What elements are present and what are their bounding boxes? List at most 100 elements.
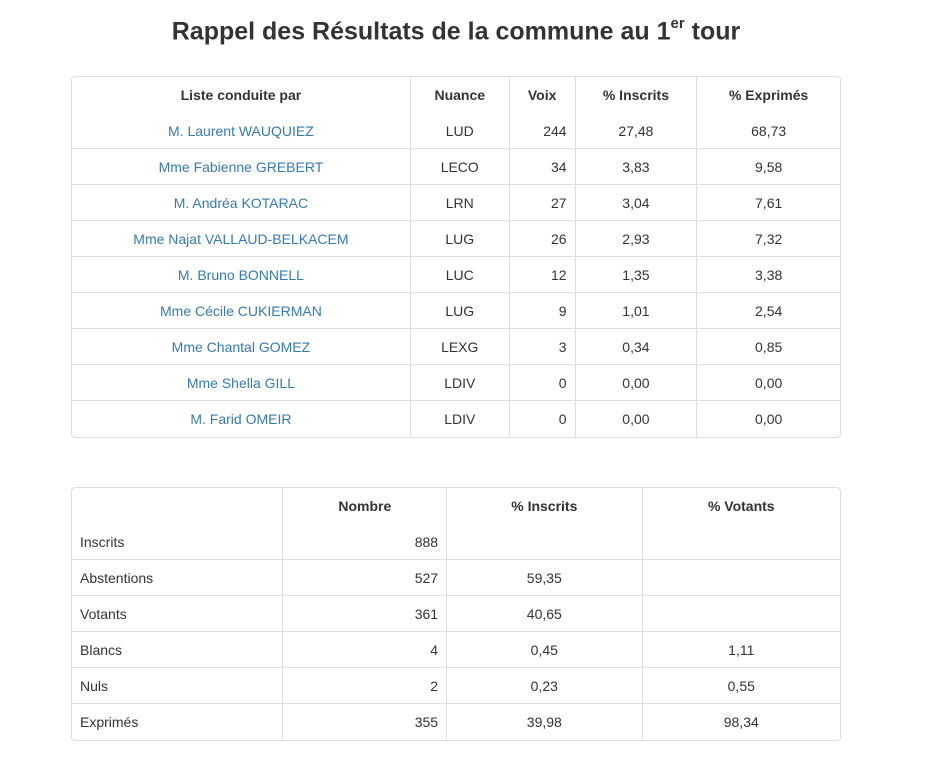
stat-label: Blancs bbox=[72, 632, 284, 668]
table-row: Exprimés 355 39,98 98,34 bbox=[72, 704, 840, 740]
stat-label: Abstentions bbox=[72, 560, 284, 596]
header-liste: Liste conduite par bbox=[72, 77, 411, 113]
table-row: Votants 361 40,65 bbox=[72, 596, 840, 632]
pct-exprimes-cell: 9,58 bbox=[697, 149, 840, 185]
page-title: Rappel des Résultats de la commune au 1e… bbox=[0, 15, 912, 46]
candidate-name: M. Andréa KOTARAC bbox=[72, 185, 411, 221]
voix-cell: 244 bbox=[509, 113, 576, 149]
page-title-text: Rappel des Résultats de la commune au 1 bbox=[171, 17, 671, 46]
pct-votants-cell: 0,55 bbox=[642, 668, 840, 704]
candidate-name: Mme Najat VALLAUD-BELKACEM bbox=[72, 221, 411, 257]
pct-inscrits-cell: 40,65 bbox=[447, 596, 643, 632]
results-header-row: Liste conduite par Nuance Voix % Inscrit… bbox=[72, 77, 840, 113]
nombre-cell: 2 bbox=[283, 668, 448, 704]
nuance-cell: LUG bbox=[410, 293, 510, 329]
nuance-cell: LUG bbox=[410, 221, 510, 257]
pct-inscrits-cell: 1,35 bbox=[575, 257, 698, 293]
header-pct-exprimes: % Exprimés bbox=[728, 87, 809, 103]
nombre-cell: 527 bbox=[283, 560, 448, 596]
header-pct-inscrits: % Inscrits bbox=[447, 488, 643, 524]
table-row: Nuls 2 0,23 0,55 bbox=[72, 668, 840, 704]
pct-inscrits-cell: 1,01 bbox=[575, 293, 698, 329]
pct-inscrits-cell: 3,04 bbox=[575, 185, 698, 221]
table-row: Mme Chantal GOMEZ LEXG 3 0,34 0,85 bbox=[72, 329, 840, 365]
table-row: Mme Fabienne GREBERT LECO 34 3,83 9,58 bbox=[72, 149, 840, 185]
pct-inscrits-cell: 27,48 bbox=[575, 113, 698, 149]
nuance-cell: LUC bbox=[410, 257, 510, 293]
voix-cell: 27 bbox=[509, 185, 576, 221]
pct-exprimes-cell: 2,54 bbox=[697, 293, 840, 329]
header-pct-inscrits: % Inscrits bbox=[576, 77, 698, 113]
pct-inscrits-cell: 0,45 bbox=[447, 632, 643, 668]
candidate-name: M. Farid OMEIR bbox=[72, 401, 411, 437]
voix-cell: 12 bbox=[509, 257, 576, 293]
table-row: M. Farid OMEIR LDIV 0 0,00 0,00 bbox=[72, 401, 840, 437]
header-nuance: Nuance bbox=[411, 77, 510, 113]
voix-cell: 9 bbox=[509, 293, 576, 329]
pct-exprimes-cell: 0,85 bbox=[697, 329, 840, 365]
stats-table: Nombre % Inscrits % Votants Inscrits 888… bbox=[71, 487, 841, 741]
pct-inscrits-cell: 0,00 bbox=[576, 401, 698, 437]
pct-inscrits-cell: 59,35 bbox=[447, 560, 643, 596]
nuance-cell: LECO bbox=[410, 149, 510, 185]
candidate-name: Mme Cécile CUKIERMAN bbox=[72, 293, 411, 329]
candidate-name: M. Laurent WAUQUIEZ bbox=[72, 113, 411, 149]
pct-votants-cell bbox=[642, 524, 840, 560]
pct-exprimes-cell: 7,61 bbox=[697, 185, 840, 221]
table-row: Mme Shella GILL LDIV 0 0,00 0,00 bbox=[72, 365, 840, 401]
candidate-name: Mme Chantal GOMEZ bbox=[72, 329, 411, 365]
table-row: Blancs 4 0,45 1,11 bbox=[72, 632, 840, 668]
voix-cell: 0 bbox=[509, 365, 576, 401]
pct-votants-cell: 98,34 bbox=[723, 714, 759, 730]
nombre-cell: 355 bbox=[283, 704, 448, 740]
pct-inscrits-cell: 0,23 bbox=[447, 668, 643, 704]
page-title-superscript: er bbox=[670, 15, 685, 32]
results-table: Liste conduite par Nuance Voix % Inscrit… bbox=[71, 76, 841, 438]
stats-header-row: Nombre % Inscrits % Votants bbox=[72, 488, 840, 524]
nuance-cell: LRN bbox=[410, 185, 510, 221]
pct-exprimes-cell: 0,00 bbox=[697, 365, 840, 401]
voix-cell: 0 bbox=[510, 401, 576, 437]
table-row: Mme Najat VALLAUD-BELKACEM LUG 26 2,93 7… bbox=[72, 221, 840, 257]
nombre-cell: 4 bbox=[283, 632, 448, 668]
pct-exprimes-cell: 7,32 bbox=[697, 221, 840, 257]
pct-votants-cell: 1,11 bbox=[642, 632, 840, 668]
table-row: Mme Cécile CUKIERMAN LUG 9 1,01 2,54 bbox=[72, 293, 840, 329]
table-row: M. Bruno BONNELL LUC 12 1,35 3,38 bbox=[72, 257, 840, 293]
header-nombre: Nombre bbox=[283, 488, 448, 524]
header-empty bbox=[72, 488, 284, 524]
pct-votants-cell bbox=[642, 596, 840, 632]
voix-cell: 3 bbox=[509, 329, 576, 365]
table-row: M. Andréa KOTARAC LRN 27 3,04 7,61 bbox=[72, 185, 840, 221]
pct-exprimes-cell: 0,00 bbox=[755, 411, 783, 427]
pct-inscrits-cell: 0,00 bbox=[575, 365, 698, 401]
pct-inscrits-cell: 0,34 bbox=[575, 329, 698, 365]
page-title-tail: tour bbox=[684, 17, 741, 46]
pct-inscrits-cell: 39,98 bbox=[447, 704, 643, 740]
candidate-name: M. Bruno BONNELL bbox=[72, 257, 411, 293]
nuance-cell: LUD bbox=[410, 113, 510, 149]
candidate-name: Mme Shella GILL bbox=[72, 365, 411, 401]
nuance-cell: LDIV bbox=[411, 401, 510, 437]
pct-inscrits-cell: 2,93 bbox=[575, 221, 698, 257]
nuance-cell: LDIV bbox=[410, 365, 510, 401]
table-row: M. Laurent WAUQUIEZ LUD 244 27,48 68,73 bbox=[72, 113, 840, 149]
pct-inscrits-cell: 3,83 bbox=[575, 149, 698, 185]
voix-cell: 26 bbox=[509, 221, 576, 257]
table-row: Inscrits 888 bbox=[72, 524, 840, 560]
header-pct-votants: % Votants bbox=[707, 498, 775, 514]
nuance-cell: LEXG bbox=[410, 329, 510, 365]
stat-label: Nuls bbox=[72, 668, 284, 704]
table-row: Abstentions 527 59,35 bbox=[72, 560, 840, 596]
pct-inscrits-cell bbox=[447, 524, 643, 560]
voix-cell: 34 bbox=[509, 149, 576, 185]
stat-label: Inscrits bbox=[72, 524, 284, 560]
pct-exprimes-cell: 68,73 bbox=[697, 113, 840, 149]
pct-votants-cell bbox=[642, 560, 840, 596]
nombre-cell: 361 bbox=[283, 596, 448, 632]
stat-label: Votants bbox=[72, 596, 284, 632]
pct-exprimes-cell: 3,38 bbox=[697, 257, 840, 293]
nombre-cell: 888 bbox=[283, 524, 448, 560]
header-voix: Voix bbox=[510, 77, 576, 113]
stat-label: Exprimés bbox=[72, 704, 284, 740]
